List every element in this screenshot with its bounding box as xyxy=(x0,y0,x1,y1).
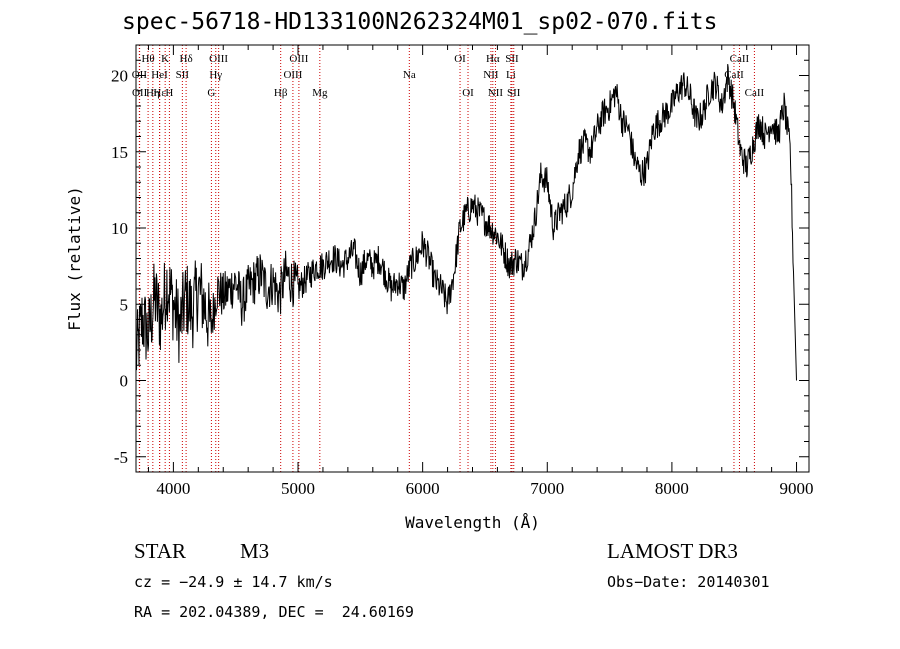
line-marker-label: Li xyxy=(506,69,516,81)
line-marker-label: H xyxy=(165,87,173,99)
object-class: STAR xyxy=(134,539,186,563)
observation-date: Obs−Date: 20140301 xyxy=(607,573,770,591)
y-tick-label: 20 xyxy=(111,67,128,86)
line-marker-label: OIII xyxy=(283,69,302,81)
y-tick-label: 15 xyxy=(111,143,128,162)
x-axis-label: Wavelength (Å) xyxy=(405,513,540,532)
x-tick-label: 7000 xyxy=(530,479,564,498)
line-marker-label: OIII xyxy=(209,53,228,65)
line-marker-label: Mg xyxy=(312,87,328,99)
line-marker-label: Hδ xyxy=(180,53,193,65)
spectrum-line xyxy=(135,64,797,381)
spectrum-series xyxy=(135,64,797,381)
line-marker-label: Na xyxy=(403,69,416,81)
y-tick-label: 5 xyxy=(120,295,129,314)
line-marker-label: SII xyxy=(176,69,190,81)
y-tick-label: 0 xyxy=(120,372,129,391)
line-marker-label: NII xyxy=(483,69,499,81)
line-marker-label: HeI xyxy=(151,69,168,81)
plot-frame xyxy=(135,44,810,473)
line-marker-label: Hγ xyxy=(209,69,222,81)
y-tick-label: 10 xyxy=(111,219,128,238)
y-axis-label: Flux (relative) xyxy=(65,186,84,331)
line-marker-label: Hα xyxy=(486,53,500,65)
line-marker-label: OI xyxy=(462,87,474,99)
line-marker-label: SII xyxy=(507,87,521,99)
line-marker-label: Hη xyxy=(146,87,160,99)
x-tick-label: 4000 xyxy=(156,479,190,498)
line-marker-label: K xyxy=(161,53,169,65)
line-marker-label: SII xyxy=(505,53,519,65)
line-marker-label: OIII xyxy=(289,53,308,65)
line-marker-label: G xyxy=(207,87,215,99)
x-tick-label: 9000 xyxy=(780,479,814,498)
survey-name: LAMOST DR3 xyxy=(607,539,738,563)
line-marker-label: OI xyxy=(454,53,466,65)
chart-title: spec-56718-HD133100N262324M01_sp02-070.f… xyxy=(122,9,718,35)
line-marker-label: CaII xyxy=(745,87,765,99)
line-marker-label: Hθ xyxy=(141,53,154,65)
line-marker-label: Hβ xyxy=(274,87,288,99)
x-tick-label: 6000 xyxy=(406,479,440,498)
line-marker-label: CaII xyxy=(730,53,750,65)
axes: 4000 5000 6000 7000 8000 9000 -5 0 5 10 15 20 xyxy=(111,45,814,498)
coordinates: RA = 202.04389, DEC = 24.60169 xyxy=(134,603,414,621)
redshift-velocity: cz = −24.9 ± 14.7 km/s xyxy=(134,573,333,591)
line-marker-label: NII xyxy=(488,87,504,99)
x-tick-label: 5000 xyxy=(281,479,315,498)
y-tick-label: -5 xyxy=(114,448,128,467)
x-tick-label: 8000 xyxy=(655,479,689,498)
object-subclass: M3 xyxy=(240,539,270,563)
